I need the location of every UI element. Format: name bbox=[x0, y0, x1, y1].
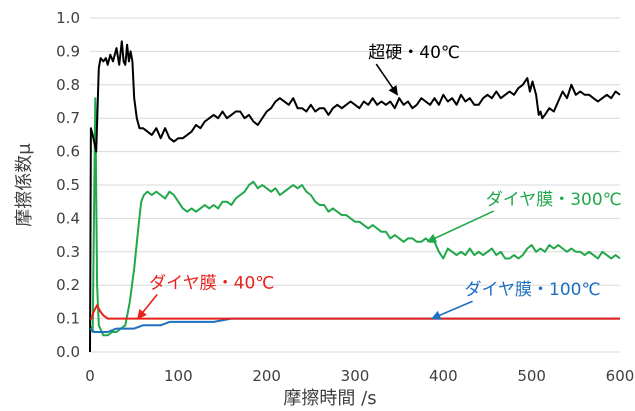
annotation-arrow bbox=[137, 294, 158, 320]
x-tick-label: 600 bbox=[606, 367, 635, 385]
y-tick-label: 0.9 bbox=[56, 42, 80, 60]
series-line-3 bbox=[89, 317, 620, 333]
annotation-label: 超硬・40℃ bbox=[368, 43, 460, 63]
y-tick-label: 0.5 bbox=[56, 176, 80, 194]
series-line-1 bbox=[89, 97, 621, 337]
series-layer bbox=[89, 40, 621, 353]
annotation-label: ダイヤ膜・100℃ bbox=[465, 280, 601, 300]
y-tick-label: 0.8 bbox=[56, 76, 80, 94]
annotations-layer: 超硬・40℃ ダイヤ膜・300℃ ダイヤ膜・40℃ ダイヤ膜・100℃ bbox=[137, 43, 622, 320]
y-axis-ticks: 0.0 0.1 0.2 0.3 0.4 0.5 0.6 0.7 0.8 0.9 1.0 bbox=[56, 9, 80, 361]
x-tick-label: 200 bbox=[252, 367, 281, 385]
series-line-0 bbox=[89, 40, 621, 353]
x-tick-label: 400 bbox=[429, 367, 458, 385]
y-tick-label: 0.6 bbox=[56, 143, 80, 161]
y-tick-label: 0.0 bbox=[56, 343, 80, 361]
x-tick-label: 100 bbox=[164, 367, 193, 385]
y-tick-label: 0.3 bbox=[56, 243, 80, 261]
annotation-arrow bbox=[426, 210, 495, 243]
annotation-label: ダイヤ膜・40℃ bbox=[149, 274, 274, 294]
x-tick-label: 500 bbox=[517, 367, 546, 385]
x-axis-ticks: 0 100 200 300 400 500 600 bbox=[85, 367, 634, 385]
series-line-2 bbox=[90, 304, 620, 320]
y-tick-label: 1.0 bbox=[56, 9, 80, 27]
annotation-label: ダイヤ膜・300℃ bbox=[486, 190, 622, 210]
y-tick-label: 0.2 bbox=[56, 276, 80, 294]
annotation-arrow bbox=[375, 63, 399, 96]
gridlines bbox=[90, 17, 620, 353]
annotation-arrow bbox=[430, 300, 473, 320]
x-tick-label: 300 bbox=[341, 367, 370, 385]
y-tick-label: 0.1 bbox=[56, 310, 80, 328]
x-axis-title: 摩擦時間 /s bbox=[283, 388, 376, 409]
y-axis-title: 摩擦係数μ bbox=[14, 143, 35, 227]
y-tick-label: 0.4 bbox=[56, 209, 80, 227]
x-tick-label: 0 bbox=[85, 367, 95, 385]
y-tick-label: 0.7 bbox=[56, 109, 80, 127]
